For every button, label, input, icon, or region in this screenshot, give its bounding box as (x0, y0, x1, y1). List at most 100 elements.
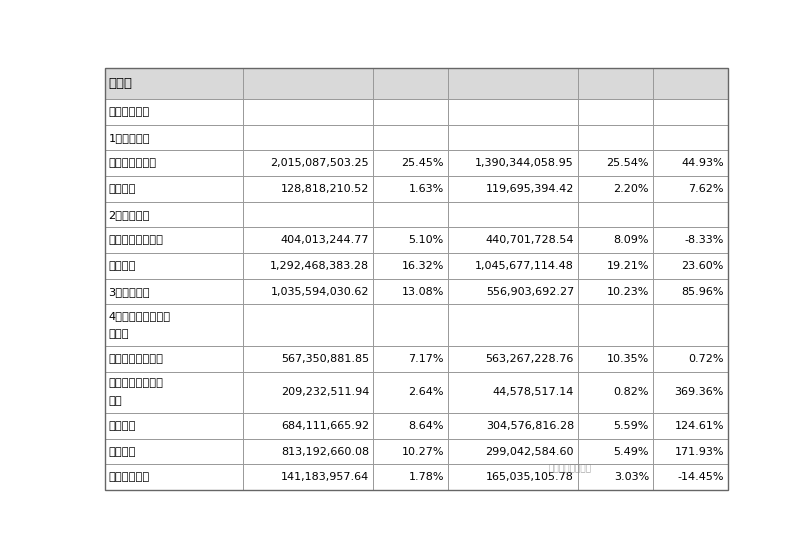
Bar (242, 202, 372, 227)
Bar (242, 227, 372, 253)
Bar (242, 465, 372, 490)
Text: 智慧城市行业应用: 智慧城市行业应用 (109, 235, 163, 246)
Bar (105, 125, 727, 150)
Text: 信息工程: 信息工程 (109, 261, 135, 271)
Bar (105, 202, 727, 227)
Bar (242, 69, 372, 99)
Bar (372, 305, 447, 346)
Bar (105, 99, 727, 125)
Bar (105, 465, 727, 490)
Bar (577, 439, 652, 465)
Text: -8.33%: -8.33% (684, 235, 723, 246)
Text: 3、政法业务: 3、政法业务 (109, 286, 150, 296)
Bar (105, 99, 242, 125)
Text: 141,183,957.64: 141,183,957.64 (281, 472, 368, 482)
Text: 3.03%: 3.03% (613, 472, 648, 482)
Text: 4、开放平台及消费: 4、开放平台及消费 (109, 311, 170, 321)
Text: 电信增值产品运营: 电信增值产品运营 (109, 354, 163, 364)
Text: 119,695,394.42: 119,695,394.42 (485, 184, 573, 194)
Bar (652, 279, 727, 305)
Bar (652, 227, 727, 253)
Bar (105, 439, 242, 465)
Bar (447, 305, 577, 346)
Text: 移动互联网产品及: 移动互联网产品及 (109, 378, 163, 388)
Text: 2、智慧城市: 2、智慧城市 (109, 210, 150, 220)
Bar (105, 150, 727, 176)
Text: 一、主营业务: 一、主营业务 (109, 107, 149, 117)
Text: 5.49%: 5.49% (612, 446, 648, 457)
Text: 教学业务: 教学业务 (109, 184, 135, 194)
Bar (372, 99, 447, 125)
Bar (577, 125, 652, 150)
Bar (242, 305, 372, 346)
Bar (577, 305, 652, 346)
Bar (105, 372, 727, 413)
Text: 19.21%: 19.21% (606, 261, 648, 271)
Bar (372, 465, 447, 490)
Bar (105, 413, 727, 439)
Text: 563,267,228.76: 563,267,228.76 (485, 354, 573, 364)
Bar (577, 69, 652, 99)
Text: 10.35%: 10.35% (606, 354, 648, 364)
Text: 1、教育领域: 1、教育领域 (109, 133, 150, 143)
Bar (447, 176, 577, 202)
Bar (105, 465, 242, 490)
Bar (105, 305, 727, 346)
Bar (105, 253, 727, 279)
Text: 684,111,665.92: 684,111,665.92 (281, 421, 368, 431)
Bar (242, 150, 372, 176)
Bar (372, 150, 447, 176)
Bar (242, 125, 372, 150)
Bar (577, 227, 652, 253)
Bar (372, 413, 447, 439)
Text: 404,013,244.77: 404,013,244.77 (280, 235, 368, 246)
Text: 5.10%: 5.10% (408, 235, 444, 246)
Bar (652, 202, 727, 227)
Text: 44,578,517.14: 44,578,517.14 (492, 387, 573, 397)
Bar (372, 346, 447, 372)
Bar (652, 150, 727, 176)
Bar (577, 176, 652, 202)
Bar (447, 253, 577, 279)
Bar (105, 176, 242, 202)
Bar (577, 253, 652, 279)
Bar (372, 227, 447, 253)
Bar (652, 253, 727, 279)
Bar (577, 465, 652, 490)
Text: 教育产品和服务: 教育产品和服务 (109, 158, 157, 168)
Bar (447, 439, 577, 465)
Text: 5.59%: 5.59% (613, 421, 648, 431)
Bar (242, 346, 372, 372)
Text: 44.93%: 44.93% (680, 158, 723, 168)
Bar (105, 305, 242, 346)
Text: 7.17%: 7.17% (408, 354, 444, 364)
Bar (242, 413, 372, 439)
Bar (105, 227, 727, 253)
Bar (105, 227, 242, 253)
Bar (447, 346, 577, 372)
Text: 1,390,344,058.95: 1,390,344,058.95 (474, 158, 573, 168)
Bar (652, 305, 727, 346)
Bar (372, 176, 447, 202)
Bar (242, 253, 372, 279)
Bar (242, 99, 372, 125)
Bar (577, 279, 652, 305)
Text: 0.72%: 0.72% (688, 354, 723, 364)
Text: 服务: 服务 (109, 397, 122, 406)
Text: 1,035,594,030.62: 1,035,594,030.62 (270, 286, 368, 296)
Bar (447, 465, 577, 490)
Bar (652, 346, 727, 372)
Text: 23.60%: 23.60% (680, 261, 723, 271)
Bar (447, 227, 577, 253)
Text: 16.32%: 16.32% (401, 261, 444, 271)
Bar (577, 150, 652, 176)
Bar (652, 465, 727, 490)
Bar (105, 413, 242, 439)
Text: 8.64%: 8.64% (408, 421, 444, 431)
Text: 者业务: 者业务 (109, 329, 129, 340)
Text: 128,818,210.52: 128,818,210.52 (281, 184, 368, 194)
Bar (105, 176, 727, 202)
Text: 国际投行研究报告: 国际投行研究报告 (548, 465, 591, 473)
Bar (105, 150, 242, 176)
Bar (105, 372, 242, 413)
